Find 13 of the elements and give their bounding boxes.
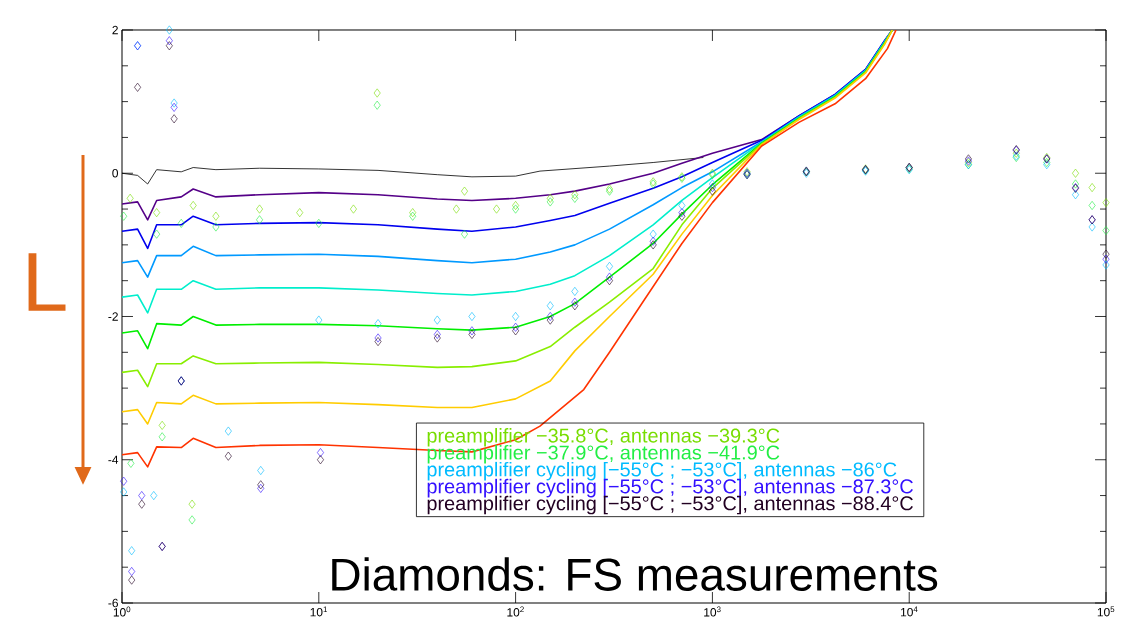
- x-tick-label: 10$^{3}$: [704, 606, 721, 617]
- x-tick-label: 10$^{2}$: [507, 606, 524, 617]
- x-tick-label: 10$^{5}$: [1097, 606, 1115, 617]
- y-tick-label: -4: [108, 455, 119, 464]
- x-tick-label: 10$^{1}$: [310, 606, 328, 617]
- x-tick-label: 10$^{0}$: [113, 606, 131, 617]
- annotation: Diamonds: FS measurements: [332, 557, 938, 591]
- y-tick-label: -6: [108, 598, 118, 608]
- y-tick-label: 0: [112, 169, 119, 178]
- text: L: [28, 253, 66, 311]
- y-tick-label: -2: [108, 312, 118, 321]
- x-tick-label: 10$^{4}$: [901, 606, 918, 617]
- y-tick-label: 2: [112, 25, 118, 35]
